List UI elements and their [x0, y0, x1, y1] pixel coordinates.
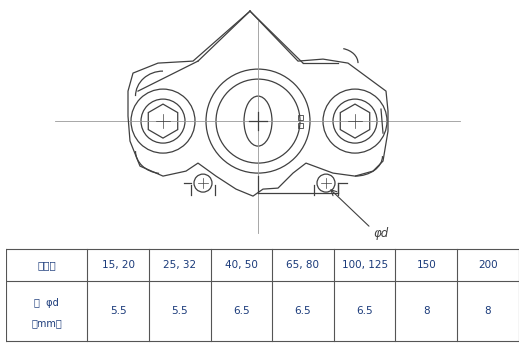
Text: 6.5: 6.5 [356, 306, 373, 316]
Text: 100, 125: 100, 125 [342, 260, 387, 270]
Text: ［mm］: ［mm］ [32, 318, 62, 328]
Text: 40, 50: 40, 50 [225, 260, 258, 270]
Text: 65, 80: 65, 80 [287, 260, 320, 270]
Text: 5.5: 5.5 [110, 306, 127, 316]
Bar [298, 122, 303, 128]
Text: 8: 8 [423, 306, 429, 316]
Text: 200: 200 [478, 260, 498, 270]
Text: 25, 32: 25, 32 [163, 260, 196, 270]
Text: φd: φd [373, 227, 388, 240]
Text: サイズ: サイズ [37, 260, 56, 270]
Text: 8: 8 [485, 306, 491, 316]
Text: 150: 150 [416, 260, 436, 270]
Text: 6.5: 6.5 [295, 306, 311, 316]
Text: 5.5: 5.5 [171, 306, 188, 316]
Text: 15, 20: 15, 20 [101, 260, 134, 270]
Bar [298, 115, 303, 120]
Text: 径  φd: 径 φd [35, 298, 59, 308]
Text: 6.5: 6.5 [233, 306, 250, 316]
